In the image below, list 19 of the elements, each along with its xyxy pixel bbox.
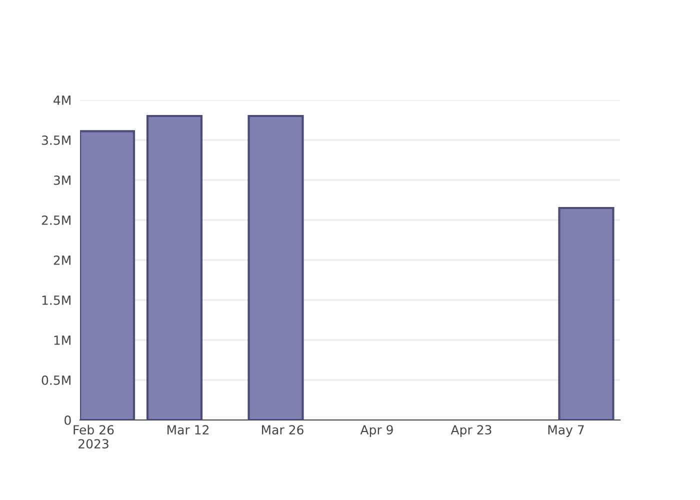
x-tick-label: May 7 bbox=[548, 425, 584, 437]
y-tick-label: 3M bbox=[54, 175, 70, 185]
y-tick-label: 0 bbox=[64, 415, 71, 425]
bar bbox=[248, 114, 304, 420]
y-tick-label: 1.5M bbox=[42, 296, 70, 305]
y-tick-label: 2M bbox=[54, 255, 70, 265]
x-tick-label: Mar 26 bbox=[262, 425, 304, 435]
x-tick-label: Apr 23 bbox=[450, 425, 492, 437]
bar bbox=[558, 206, 614, 420]
x-tick-label: Mar 12 bbox=[167, 425, 208, 435]
y-tick-label: 3.5M bbox=[42, 135, 70, 145]
bar bbox=[146, 114, 203, 420]
y-tick-label: 2.5M bbox=[42, 215, 70, 225]
bar bbox=[80, 130, 136, 420]
y-tick-label: 0.5M bbox=[42, 375, 70, 385]
x-tick-label: Apr 9 bbox=[360, 425, 393, 437]
y-tick-label: 1M bbox=[54, 336, 70, 345]
y-tick-label: 4M bbox=[54, 96, 70, 105]
x-tick-label: Feb 26 2023 bbox=[74, 424, 114, 449]
